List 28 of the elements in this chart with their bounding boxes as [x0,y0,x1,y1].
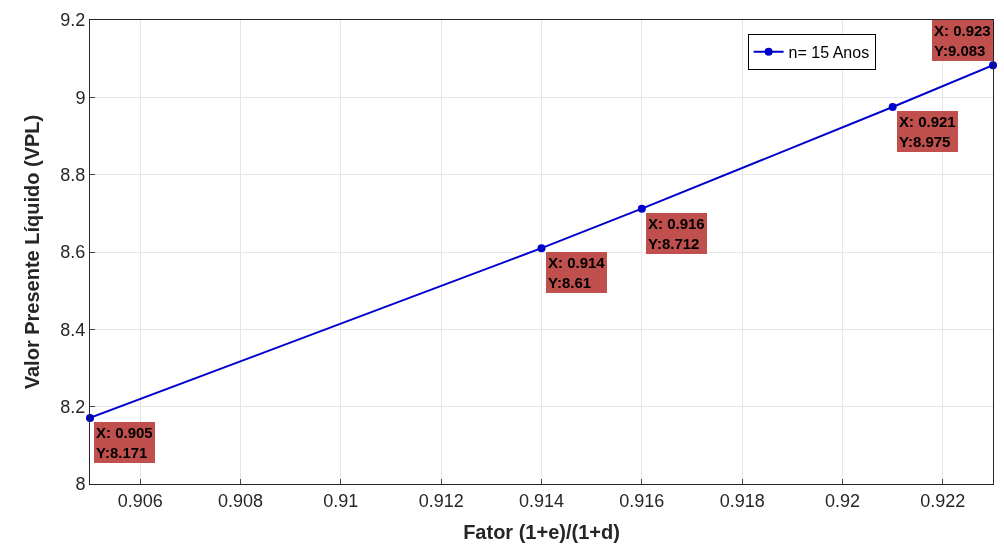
x-tick-label: 0.916 [619,490,665,511]
x-tick-label: 0.918 [719,490,765,511]
legend-label: n= 15 Anos [788,44,870,62]
annotation: X: 0.923 Y:9.083 [934,22,991,59]
annotation: X: 0.905 Y:8.171 [96,424,153,461]
y-tick-label: 8.8 [60,164,86,185]
y-axis-title: Valor Presente Líquido (VPL) [20,114,43,390]
point [637,204,646,213]
x-tick-label: 0.912 [418,490,464,511]
y-tick-label: 8.2 [60,396,86,417]
point [989,61,997,70]
x-tick-label: 0.922 [920,490,966,511]
y-tick-label: 8.6 [60,242,86,263]
x-tick-label: 0.908 [217,490,264,511]
x-axis-title: Fator (1+e)/(1+d) [463,521,620,544]
x-tick-label: 0.92 [824,490,861,511]
x-tick-label: 0.91 [323,490,359,511]
y-tick-label: 9 [75,87,86,108]
x-tick-label: 0.914 [518,490,565,511]
point [537,244,546,253]
annotation: X: 0.914 Y:8.61 [548,254,606,291]
y-tick-label: 8 [75,474,86,495]
y-tick-label: 9.2 [60,10,86,31]
annotation: X: 0.921 Y:8.975 [899,113,956,150]
y-tick-label: 8.4 [60,319,86,340]
point [888,103,897,111]
annotation: X: 0.916 Y:8.712 [648,215,705,252]
x-tick-label: 0.906 [117,490,163,511]
